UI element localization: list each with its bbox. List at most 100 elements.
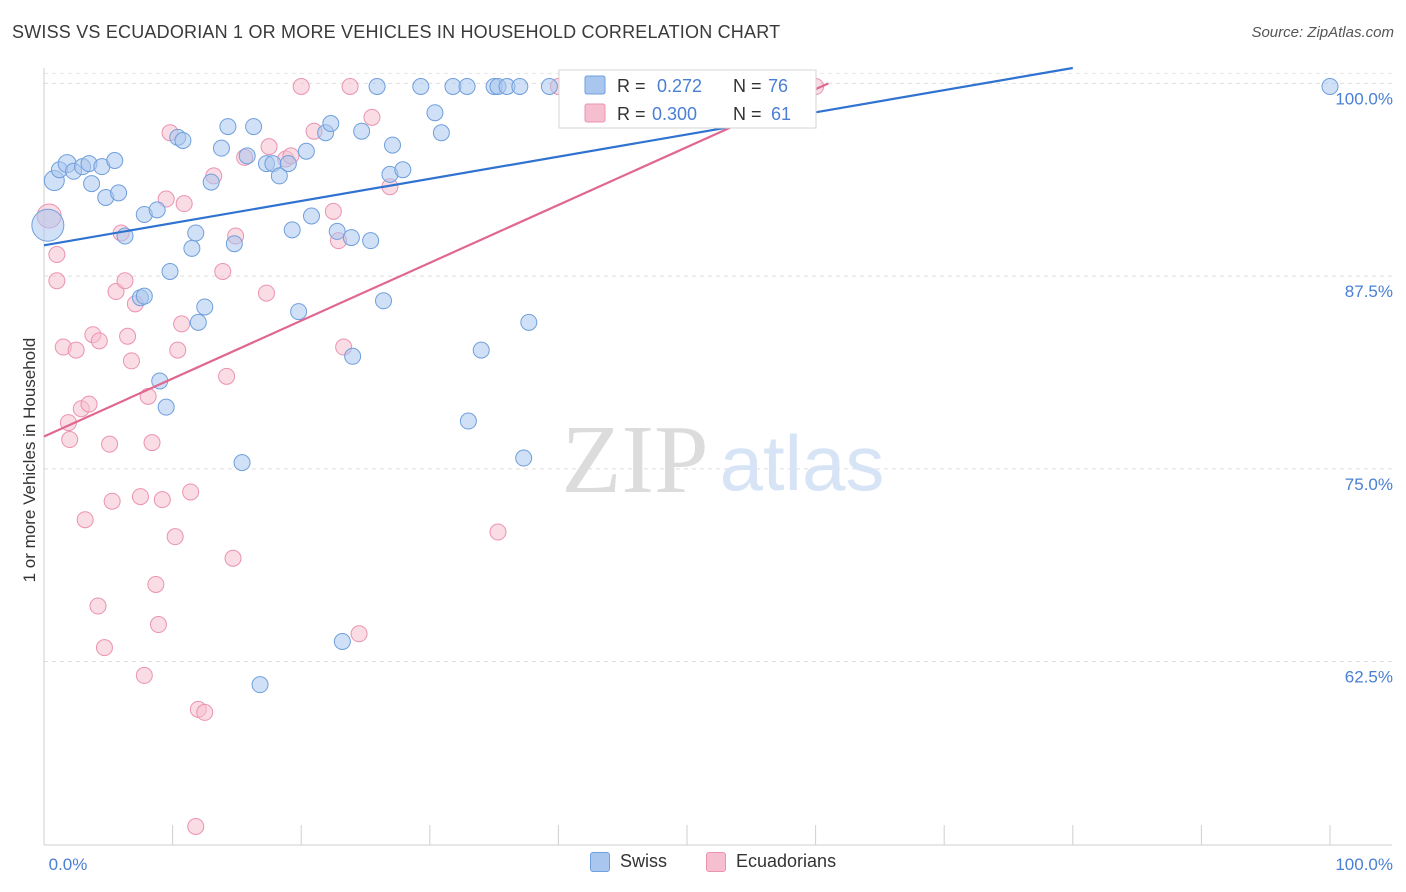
ecuadorians-point [324,202,342,220]
swiss-point [412,78,430,95]
legend-r-label-swiss: R = [617,76,646,96]
legend-r-value-ecuadorians: 0.300 [652,104,697,124]
ecuadorians-swatch [706,851,726,872]
swiss-point [290,303,308,321]
watermark-atlas: atlas [720,419,885,507]
swiss-point [83,175,101,193]
ecuadorians-point [101,435,119,453]
ecuadorians-point [224,549,242,567]
swiss-point [219,118,237,136]
swiss-point [238,147,256,165]
swiss-point [426,104,444,122]
ecuadorians-point [260,138,278,156]
ecuadorians-point [489,523,507,541]
swiss-point [333,633,351,650]
legend-swatch-swiss [584,75,606,95]
ecuadorians-point [76,511,94,529]
ecuadorians-point [196,703,214,721]
ecuadorians-point [147,575,165,593]
legend-item-ecuadorians[interactable]: Ecuadorians [706,851,836,872]
chart-title: SWISS VS ECUADORIAN 1 OR MORE VEHICLES I… [12,22,781,42]
swiss-point [344,347,362,365]
swiss-point [183,239,201,257]
swiss-point [362,232,380,250]
watermark-zip: ZIP [562,406,709,514]
swiss-point [384,136,402,154]
swiss-point [515,449,533,467]
swiss-point [196,298,214,316]
chart-source: Source: ZipAtlas.com [1251,24,1394,41]
swiss-point [135,287,153,305]
ecuadorians-point [173,315,191,333]
ecuadorians-point [149,616,167,634]
swiss-point [375,292,393,310]
ecuadorians-point [95,639,113,657]
swiss-point [302,207,320,225]
swiss-point [202,173,220,191]
tick-labels: 100.0% 87.5% 75.0% 62.5% 0.0% 100.0% [49,89,1393,874]
y-tick-label: 87.5% [1345,282,1393,301]
ecuadorians-point [169,341,187,359]
swiss-point [270,167,288,185]
ecuadorians-point [61,431,79,449]
ecuadorians-point [214,263,232,280]
swiss-point [1321,78,1339,95]
swiss-point [511,78,529,95]
y-tick-label: 75.0% [1345,475,1393,494]
ecuadorians-point [122,352,140,370]
legend-r-value-swiss: 0.272 [657,76,702,96]
legend-item-swiss[interactable]: Swiss [590,851,667,872]
ecuadorians-point [89,597,107,615]
ecuadorians-point [363,108,381,126]
swiss-point [283,221,301,239]
swiss-point [212,139,230,157]
legend-n-label-swiss: N = [733,76,762,96]
ecuadorians-point [341,78,359,95]
ecuadorians-point [166,528,184,546]
ecuadorians-point [153,491,171,509]
ecuadorians-point [131,488,149,506]
swiss-point [245,118,263,136]
legend-n-value-swiss: 76 [768,76,788,96]
trend-lines [43,66,1073,438]
ecuadorians-point [67,341,85,359]
swiss-points [31,78,1339,694]
series-legend: Swiss Ecuadorians [0,851,1406,879]
swiss-point [540,78,558,95]
ecuadorians-point [292,78,310,95]
ecuadorians-point [218,367,236,385]
stats-legend: R = 0.272 N = 76 R = 0.300 N = 61 [558,69,817,129]
legend-swatch-ecuadorians [584,103,606,123]
swiss-point [458,78,476,95]
ecuadorians-point [48,246,66,264]
ecuadorians-trend-line [43,82,829,438]
swiss-point [353,122,371,140]
legend-label-ecuadorians: Ecuadorians [736,851,837,871]
swiss-point [297,142,315,160]
legend-label-swiss: Swiss [620,851,668,871]
ecuadorians-point [103,492,121,510]
ecuadorians-point [350,625,368,643]
swiss-point [444,78,462,95]
ecuadorians-point [187,818,205,835]
y-tick-label: 100.0% [1335,89,1393,108]
ecuadorians-point [90,332,108,350]
swiss-point [157,398,175,416]
y-tick-label: 62.5% [1345,668,1393,687]
ecuadorians-point [257,284,275,302]
swiss-point [432,124,450,142]
swiss-point [161,263,179,280]
swiss-point [174,131,192,149]
ecuadorians-point [116,272,134,290]
ecuadorians-point [182,483,200,501]
swiss-point [189,313,207,331]
swiss-point [368,78,386,95]
swiss-point [106,152,124,169]
legend-n-value-ecuadorians: 61 [771,104,791,124]
swiss-point [520,313,538,331]
swiss-point [342,229,360,247]
swiss-point [394,161,412,179]
ecuadorians-point [119,327,137,345]
legend-r-label-ecuadorians: R = [617,104,646,124]
